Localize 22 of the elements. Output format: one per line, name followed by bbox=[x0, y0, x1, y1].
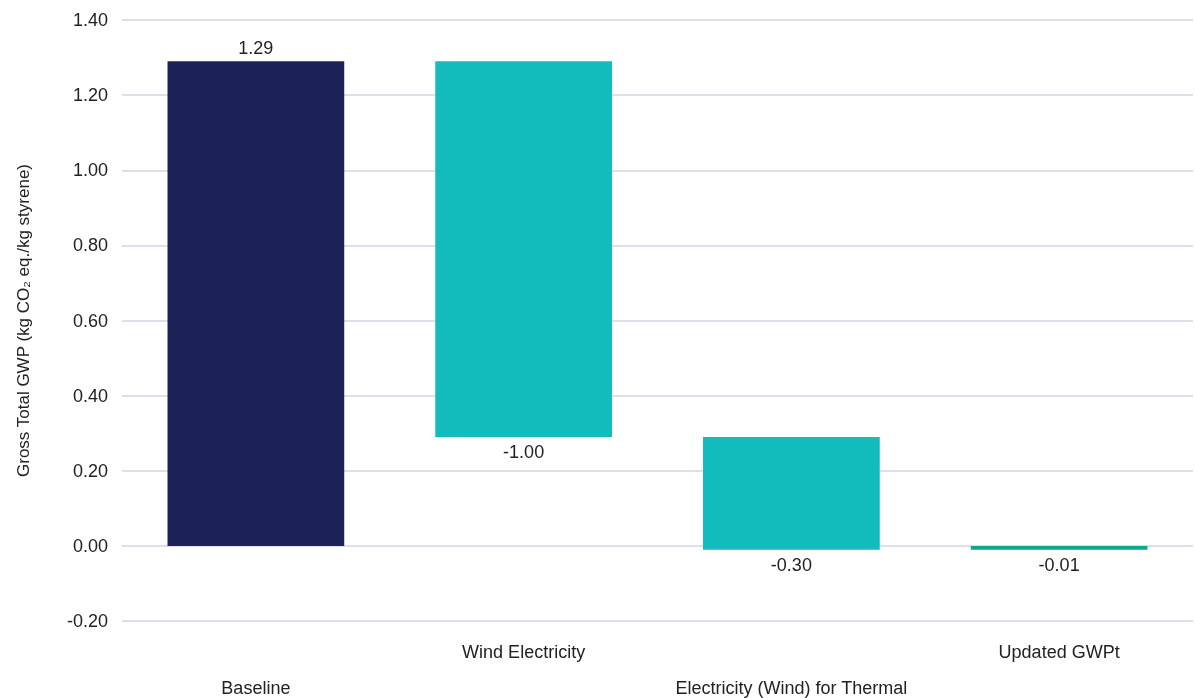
x-tick-label: Electricity (Wind) for Thermal bbox=[675, 678, 908, 698]
y-axis-title: Gross Total GWP (kg CO₂ eq./kg styrene) bbox=[14, 163, 33, 478]
x-tick-label: Baseline bbox=[221, 678, 291, 698]
y-tick-label: 1.00 bbox=[72, 160, 108, 181]
data-label: 1.29 bbox=[238, 38, 274, 59]
bar bbox=[703, 436, 880, 550]
bar bbox=[435, 61, 612, 437]
x-tick-label: Wind Electricity bbox=[462, 642, 586, 662]
y-tick-label: 0.60 bbox=[72, 310, 108, 331]
bar bbox=[970, 545, 1148, 550]
data-label: -0.30 bbox=[770, 554, 812, 575]
data-label: -0.01 bbox=[1038, 554, 1080, 575]
y-tick-label: 0.20 bbox=[72, 460, 108, 481]
y-tick-label: 1.40 bbox=[72, 10, 108, 30]
y-tick-label: 1.20 bbox=[72, 85, 108, 106]
y-tick-label: 0.40 bbox=[72, 385, 108, 406]
bar bbox=[167, 61, 345, 546]
data-label: -1.00 bbox=[503, 441, 545, 462]
y-tick-label: 0.00 bbox=[72, 535, 108, 556]
y-tick-label: -0.20 bbox=[66, 611, 108, 631]
y-tick-label: 0.80 bbox=[72, 235, 108, 256]
x-tick-label: Updated GWPt bbox=[998, 642, 1120, 662]
